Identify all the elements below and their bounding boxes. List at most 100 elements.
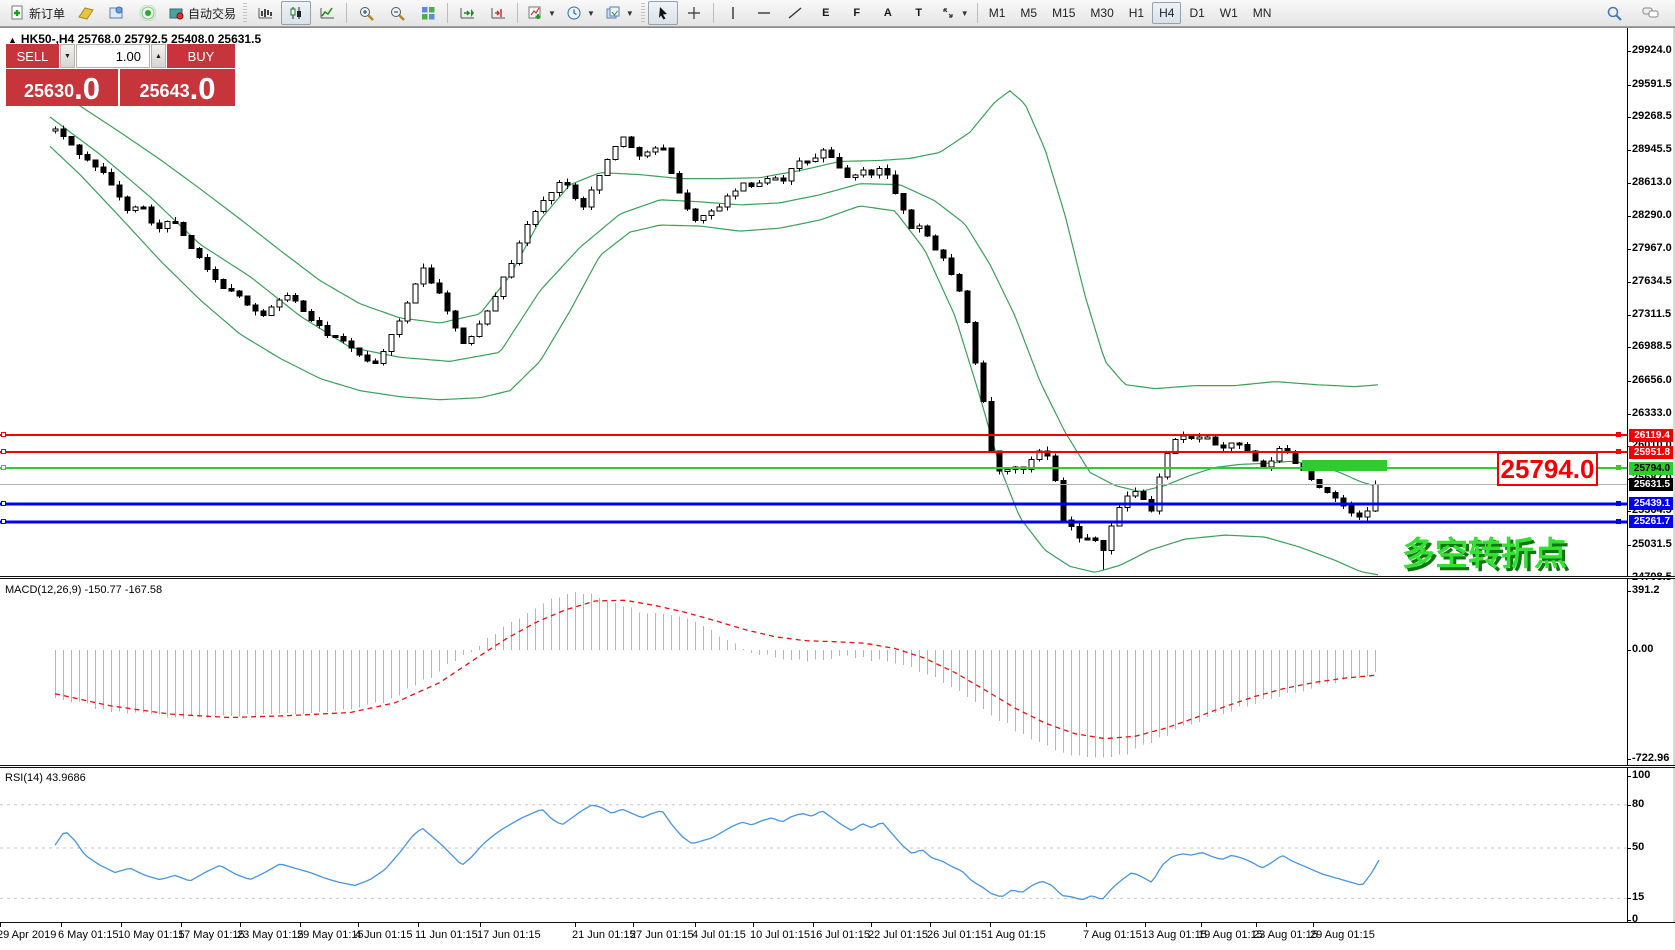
zoom-out-button[interactable]	[382, 1, 412, 25]
auto-scroll-button[interactable]	[452, 1, 482, 25]
bar-chart-button[interactable]	[250, 1, 280, 25]
trendline-button[interactable]	[780, 1, 810, 25]
price-axis-tick	[1627, 215, 1631, 217]
bid-price[interactable]: 25630.0	[6, 69, 118, 106]
volume-input[interactable]: 1.00	[76, 44, 150, 68]
candle-chart-button[interactable]	[281, 1, 312, 25]
market-watch-button[interactable]	[70, 1, 100, 25]
macd-axis-tick	[1627, 650, 1631, 651]
line-end-marker[interactable]	[1616, 432, 1621, 438]
bollinger-upper-band[interactable]	[49, 87, 1379, 390]
price-axis-tick	[1627, 51, 1631, 52]
line-anchor-marker[interactable]	[1, 449, 6, 455]
macd-rsi-separator[interactable]	[0, 765, 1675, 768]
chat-icon	[1641, 5, 1659, 21]
zoom-in-icon	[357, 5, 375, 21]
indicators-button[interactable]: ▼	[522, 1, 560, 25]
time-axis-tick	[990, 923, 991, 927]
templates-button[interactable]: ▼	[600, 1, 638, 25]
line-end-marker[interactable]	[1616, 518, 1621, 524]
tile-windows-button[interactable]	[413, 1, 443, 25]
signals-button[interactable]	[132, 1, 162, 25]
vline-button[interactable]	[718, 1, 748, 25]
toolbar-separator	[346, 3, 348, 23]
bar-chart-icon	[256, 5, 274, 21]
line-anchor-marker[interactable]	[1, 432, 6, 438]
line-end-marker[interactable]	[1616, 449, 1621, 455]
price-axis-label: 29924.0	[1632, 44, 1672, 56]
timeframe-m15-button[interactable]: M15	[1052, 6, 1076, 20]
macd-axis-label: 391.2	[1632, 584, 1660, 596]
dropdown-arrow-icon[interactable]: ▼	[586, 8, 595, 18]
sell-button[interactable]: SELL	[6, 44, 59, 68]
autotrading-button[interactable]: 自动交易	[163, 1, 240, 25]
autotrade-icon	[167, 5, 185, 21]
collapse-triangle-icon[interactable]: ▲	[8, 35, 17, 45]
dropdown-arrow-icon[interactable]: ▼	[960, 8, 969, 18]
time-axis-label: 13 Aug 01:15	[1142, 929, 1207, 941]
rsi-line[interactable]	[54, 804, 1380, 901]
line-chart-button[interactable]	[312, 1, 342, 25]
toolbar-grip[interactable]	[243, 3, 248, 23]
price-axis-tick	[1627, 314, 1631, 316]
text-button[interactable]: A	[873, 1, 903, 25]
candle-chart-icon	[287, 5, 305, 21]
volume-down-button[interactable]: ▼	[60, 44, 75, 68]
time-axis-tick	[695, 923, 696, 927]
rsi-axis-label: 15	[1632, 891, 1645, 904]
dropdown-arrow-icon[interactable]: ▼	[625, 8, 634, 18]
chart-shift-button[interactable]	[483, 1, 513, 25]
text-label-button[interactable]: T	[904, 1, 934, 25]
cursor-button[interactable]	[647, 1, 678, 25]
time-axis-tick	[61, 923, 62, 927]
hline-button[interactable]	[749, 1, 779, 25]
macd-signal-line[interactable]	[54, 599, 1376, 740]
crosshair-button[interactable]	[679, 1, 709, 25]
one-click-trading-panel: SELL ▼ 1.00 ▲ BUY 25630.0 25643.0	[6, 44, 235, 106]
line-end-marker[interactable]	[1616, 465, 1621, 470]
line-anchor-marker[interactable]	[1, 500, 6, 506]
timeframe-m1-button[interactable]: M1	[988, 6, 1006, 20]
timeframe-d1-button[interactable]: D1	[1189, 6, 1205, 20]
price-axis-tick	[1627, 248, 1631, 250]
time-axis-label: 4 Jul 01:15	[692, 929, 746, 941]
equidistant-channel-button[interactable]: E	[811, 1, 841, 25]
time-axis-tick	[121, 923, 122, 927]
rsi-panel[interactable]	[0, 768, 1675, 922]
chat-button[interactable]	[1635, 1, 1665, 25]
arrows-button[interactable]: ▼	[935, 1, 973, 25]
timeframe-h1-button[interactable]: H1	[1128, 6, 1145, 20]
time-axis-label: 10 May 01:15	[118, 929, 185, 941]
timeframe-m5-button[interactable]: M5	[1020, 6, 1038, 20]
dropdown-arrow-icon[interactable]: ▼	[548, 8, 556, 18]
line-anchor-marker[interactable]	[1, 518, 6, 524]
macd-histogram	[55, 592, 1376, 758]
chart-top-border	[0, 27, 1675, 28]
search-button[interactable]	[1599, 1, 1629, 25]
timeframe-mn-button[interactable]: MN	[1252, 6, 1272, 20]
pivot-zone-rectangle[interactable]	[1302, 460, 1387, 472]
toolbar-grip[interactable]	[640, 3, 645, 23]
new-order-button[interactable]: 新订单	[4, 1, 69, 25]
fibonacci-button[interactable]: F	[842, 1, 872, 25]
price-callout-label[interactable]: 25794.0	[1497, 452, 1598, 486]
main-macd-separator[interactable]	[0, 576, 1675, 579]
line-anchor-marker[interactable]	[1, 465, 6, 470]
bollinger-lower-band[interactable]	[49, 145, 1379, 576]
timeframe-m30-button[interactable]: M30	[1090, 6, 1114, 20]
main-chart[interactable]	[0, 28, 1675, 576]
data-window-button[interactable]	[101, 1, 131, 25]
timeframe-w1-button[interactable]: W1	[1219, 6, 1238, 20]
price-axis-tick	[1627, 347, 1631, 349]
line-end-marker[interactable]	[1616, 500, 1621, 506]
buy-button[interactable]: BUY	[167, 44, 235, 68]
volume-up-button[interactable]: ▲	[151, 44, 166, 68]
pivot-annotation-text[interactable]: 多空转折点	[1402, 535, 1567, 572]
crosshair-icon	[685, 5, 703, 21]
macd-panel[interactable]	[0, 580, 1675, 765]
timeframe-h4-button[interactable]: H4	[1152, 2, 1182, 24]
price-axis-tick	[1627, 511, 1631, 513]
ask-price[interactable]: 25643.0	[120, 69, 235, 106]
periods-button[interactable]: ▼	[561, 1, 599, 25]
zoom-in-button[interactable]	[351, 1, 381, 25]
